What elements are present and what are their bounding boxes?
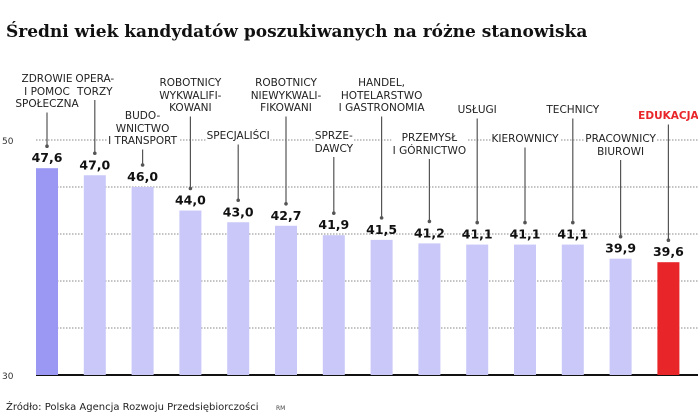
leader-dot: [284, 201, 288, 206]
value-label: 41,1: [462, 227, 493, 242]
source-note: Źródło: Polska Agencja Rozwoju Przedsięb…: [6, 402, 259, 413]
leader-dot: [236, 198, 240, 203]
category-label: EDUKACJA: [637, 110, 698, 123]
leader-dot: [45, 144, 49, 148]
category-label: PRZEMYSŁ I GÓRNICTWO: [391, 132, 468, 157]
category-label: TECHNICY: [545, 104, 601, 117]
category-label: ROBOTNICY NIEWYKWALI- FIKOWANI: [249, 77, 323, 115]
bar: [609, 258, 632, 375]
leader-dot: [475, 220, 480, 225]
y-tick-label: 30: [2, 372, 14, 382]
bar: [227, 222, 250, 375]
value-label: 41,9: [318, 217, 349, 232]
bar: [657, 262, 680, 375]
leader-dot: [523, 220, 527, 225]
value-label: 43,0: [223, 204, 254, 219]
value-label: 41,5: [366, 222, 397, 237]
bar: [322, 235, 345, 375]
value-label: 41,2: [414, 225, 445, 240]
chart-title: Średni wiek kandydatów poszukiwanych na …: [6, 22, 588, 42]
leader-dot: [618, 234, 623, 239]
bar: [36, 168, 58, 375]
category-label: HANDEL, HOTELARSTWO I GASTRONOMIA: [337, 77, 426, 115]
value-label: 39,9: [605, 241, 636, 256]
leader-dot: [666, 238, 671, 242]
category-label: OPERA- TORZY: [74, 73, 116, 98]
bar: [83, 175, 106, 375]
category-label: PRACOWNICY BIUROWI: [584, 133, 657, 158]
category-label: USŁUGI: [456, 104, 498, 117]
author-credit: RM: [276, 405, 286, 412]
category-label: KIEROWNICY: [490, 133, 560, 146]
bar: [466, 244, 489, 375]
value-label: 42,7: [271, 208, 302, 223]
leader-dot: [140, 163, 145, 167]
bar: [418, 243, 441, 375]
bar: [514, 244, 536, 375]
category-label: ZDROWIE I POMOC SPOŁECZNA: [14, 73, 80, 111]
bar: [275, 225, 297, 375]
leader-dot: [332, 211, 336, 215]
value-label: 39,6: [653, 244, 684, 259]
bar: [179, 210, 202, 375]
y-tick-label: 50: [2, 137, 14, 147]
category-label: SPECJALIŚCI: [205, 130, 271, 143]
value-label: 41,1: [557, 227, 588, 242]
leader-dot: [427, 219, 432, 224]
leader-dot: [188, 186, 193, 191]
bar: [131, 187, 154, 375]
value-label: 47,0: [79, 157, 110, 172]
value-label: 41,1: [510, 227, 541, 242]
category-label: SPRZE- DAWCY: [313, 130, 355, 155]
value-label: 47,6: [32, 150, 63, 165]
leader-dot: [93, 151, 97, 156]
leader-dot: [379, 216, 384, 220]
leader-dot: [571, 220, 575, 225]
category-label: ROBOTNICY WYKWALIFI- KOWANI: [158, 77, 223, 115]
category-label: BUDO- WNICTWO I TRANSPORT: [107, 110, 179, 148]
value-label: 46,0: [127, 169, 158, 184]
bar: [561, 244, 584, 375]
value-label: 44,0: [175, 193, 206, 208]
bar: [370, 239, 393, 375]
